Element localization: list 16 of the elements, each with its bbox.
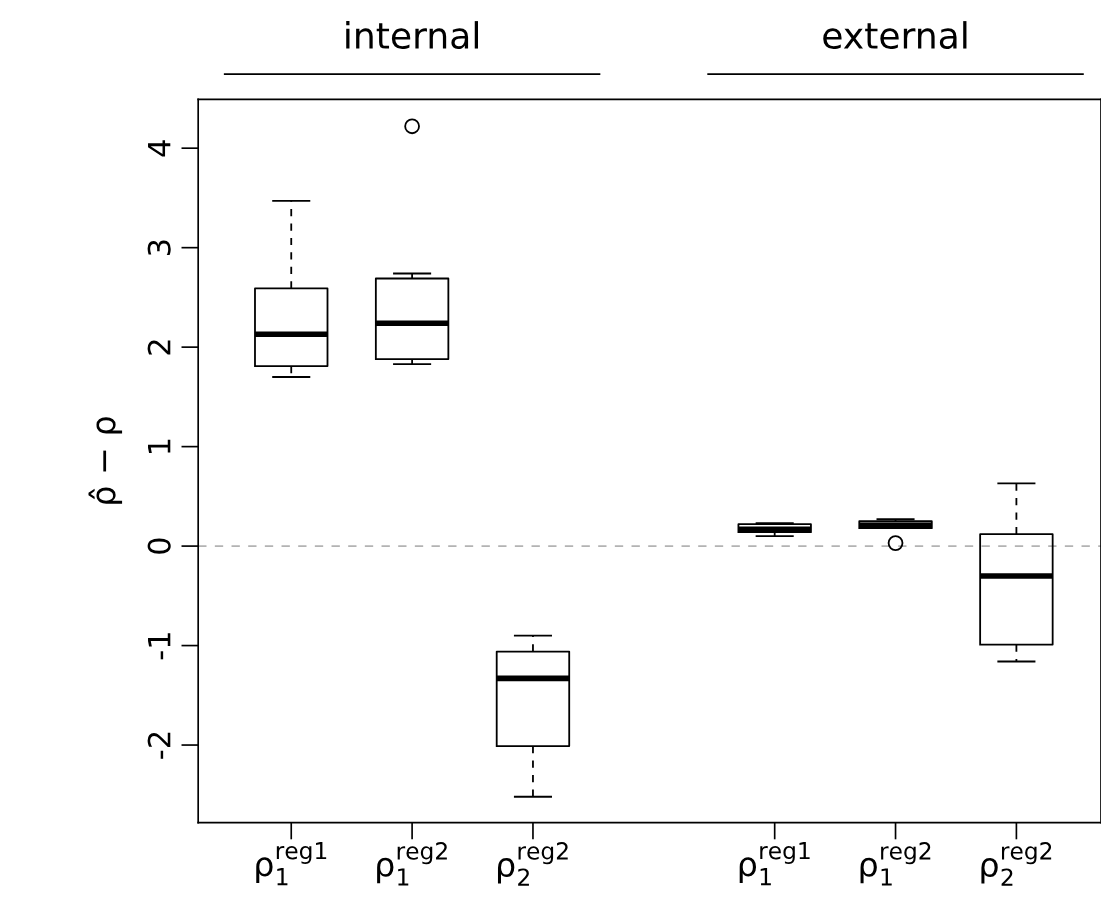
y-axis-title: ρ̂ − ρ [88, 417, 123, 504]
x-tick-label: ρ$^{reg2}$$_{2}$ [497, 842, 568, 886]
x-tick-label: ρ$^{reg2}$$_{2}$ [981, 842, 1052, 886]
x-tick-label: ρ$^{reg2}$$_{1}$ [377, 842, 447, 886]
x-tick-label: ρ$^{reg2}$$_{1}$ [860, 842, 931, 886]
y-tick-label: -1 [148, 633, 171, 660]
x-tick-label: ρ$^{reg1}$$_{1}$ [256, 842, 327, 886]
y-tick-label: 2 [147, 340, 171, 355]
text: external [823, 21, 967, 50]
y-tick-label: -2 [147, 732, 171, 759]
y-tick-label: 4 [148, 140, 171, 157]
y-tick-label: 0 [147, 538, 171, 554]
y-tick-label: 1 [148, 439, 171, 453]
y-tick-label: 3 [147, 240, 171, 256]
x-tick-label: ρ$^{reg1}$$_{1}$ [739, 842, 810, 886]
text: internal [346, 21, 478, 50]
